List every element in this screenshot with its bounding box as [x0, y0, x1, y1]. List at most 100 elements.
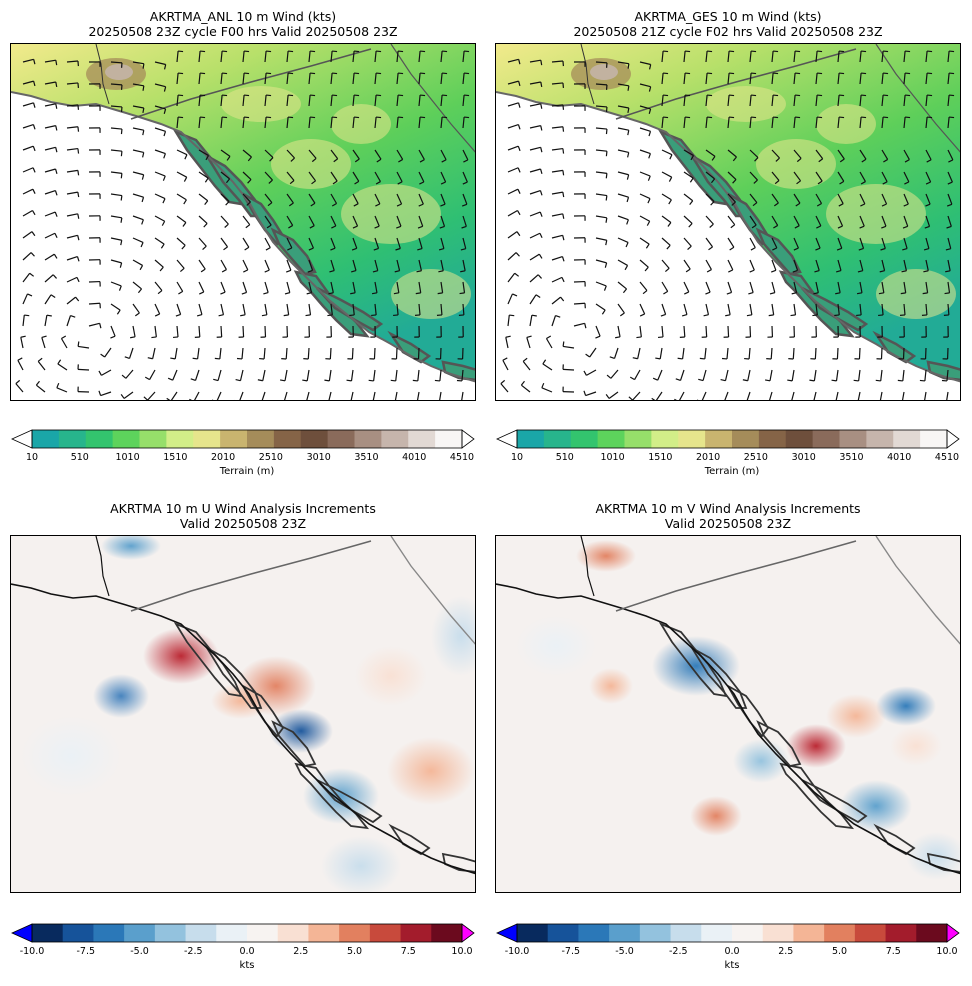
wind-barb: [814, 259, 820, 273]
wind-barb: [242, 171, 252, 184]
wind-barb: [435, 347, 442, 360]
wind-barb: [683, 237, 692, 250]
colorbar-segment: [62, 924, 94, 942]
colorbar-segment: [578, 924, 610, 942]
wind-barb: [418, 50, 426, 63]
wind-barb: [66, 234, 80, 241]
wind-barb: [418, 72, 426, 85]
wind-barb: [77, 364, 90, 371]
wind-barb: [132, 237, 144, 248]
increment-blob: [355, 646, 427, 706]
wind-barb: [198, 193, 209, 206]
wind-barb: [66, 126, 80, 132]
wind-barb: [507, 58, 521, 65]
wind-barb: [771, 215, 779, 229]
wind-barb: [88, 171, 101, 177]
wind-barb: [264, 50, 272, 63]
wind-barb: [391, 347, 398, 360]
wind-barb: [749, 259, 755, 273]
high-terrain: [391, 269, 471, 319]
wind-barb: [462, 116, 470, 129]
colorbar-segment: [277, 924, 309, 942]
wind-barb: [551, 126, 565, 132]
high-terrain: [271, 139, 351, 189]
wind-barb: [903, 50, 911, 63]
wind-barb: [110, 237, 123, 246]
wind-barb: [352, 94, 360, 107]
wind-barb: [809, 369, 817, 382]
colorbar-segment: [58, 430, 87, 448]
increment-blob: [387, 737, 475, 805]
wind-barb: [551, 191, 565, 198]
wind-barb: [305, 303, 312, 317]
wind-barb: [352, 193, 359, 207]
wind-barb: [859, 215, 865, 229]
wind-barb: [66, 169, 80, 176]
wind-barb: [88, 322, 102, 329]
wind-barb: [352, 149, 360, 163]
high-terrain: [756, 139, 836, 189]
wind-barb: [373, 237, 380, 251]
wind-barb: [815, 171, 823, 185]
island: [316, 286, 384, 332]
wind-barb: [632, 347, 641, 360]
wind-barb: [307, 259, 314, 273]
colorbar-segment: [893, 430, 921, 448]
colorbar-over-arrow: [946, 923, 960, 943]
wind-barb: [879, 391, 883, 400]
wind-barb: [352, 171, 360, 185]
colorbar-tick-label: -5.0: [130, 946, 149, 957]
colorbar-segment: [758, 430, 787, 448]
wind-barb: [813, 281, 819, 295]
colorbar-tick-label: 3510: [839, 452, 864, 463]
high-terrain: [341, 184, 441, 244]
increment-blob: [876, 686, 936, 726]
wind-barb: [352, 215, 359, 229]
wind-barb: [529, 294, 541, 305]
wind-barb: [529, 168, 543, 174]
wind-barb: [327, 303, 333, 317]
wind-barb: [263, 281, 269, 295]
wind-barb: [286, 116, 294, 129]
colorbar-tick-label: 10: [510, 452, 524, 463]
colorbar-segment: [701, 924, 733, 942]
wind-barb: [220, 149, 231, 161]
wind-barb: [947, 72, 955, 85]
wind-barb: [462, 72, 470, 85]
wind-barb: [551, 296, 565, 305]
wind-barb: [727, 149, 737, 162]
wind-barb: [875, 369, 883, 382]
wind-barb: [529, 232, 543, 239]
wind-barb: [595, 171, 608, 179]
increment-colorbar-left: -10.0 -7.5 -5.0 -2.5 0.0 2.5 5.0 7.5 10.0 kts: [10, 922, 476, 982]
wind-barb: [529, 189, 543, 196]
wind-barb: [462, 94, 470, 107]
wind-barb: [220, 116, 228, 129]
wind-barb: [879, 259, 886, 273]
wind-barb: [727, 50, 735, 63]
wind-barb: [286, 215, 294, 229]
wind-barb: [458, 303, 465, 316]
wind-barb: [281, 347, 288, 360]
title-line-1: AKRTMA 10 m U Wind Analysis Increments: [110, 501, 376, 516]
wind-barb: [154, 171, 166, 181]
wind-barb: [749, 193, 758, 207]
wind-barb: [462, 149, 469, 163]
wind-barb: [242, 50, 250, 63]
wind-barb: [259, 347, 266, 360]
increment-blob: [589, 668, 633, 704]
wind-barb: [609, 347, 619, 360]
wind-barb: [88, 105, 101, 111]
border-line: [390, 536, 475, 645]
wind-barb: [396, 215, 402, 229]
wind-barb: [44, 125, 58, 131]
wind-barb: [66, 256, 80, 262]
wind-barb: [744, 347, 751, 360]
wind-barb: [284, 281, 291, 295]
wind-barb: [585, 347, 597, 358]
wind-barb: [172, 325, 179, 339]
wind-barb: [352, 116, 360, 129]
wind-barb: [679, 325, 686, 338]
wind-barb: [595, 215, 608, 223]
wind-barb: [617, 149, 630, 158]
